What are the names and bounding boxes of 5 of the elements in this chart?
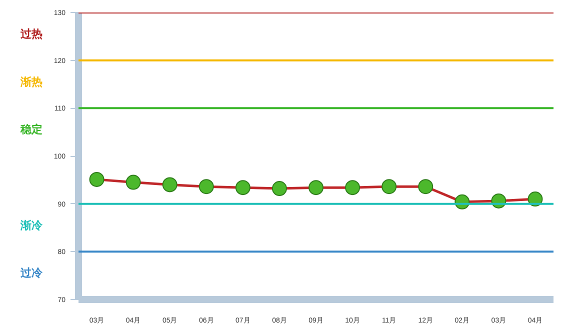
ref-line-label: 渐冷 [20,218,44,232]
ref-line-label: 过热 [20,28,42,40]
ref-line-label: 过冷 [20,266,44,280]
ref-line-label: 渐热 [20,75,42,88]
ref-line-label: 稳定 [20,123,42,136]
